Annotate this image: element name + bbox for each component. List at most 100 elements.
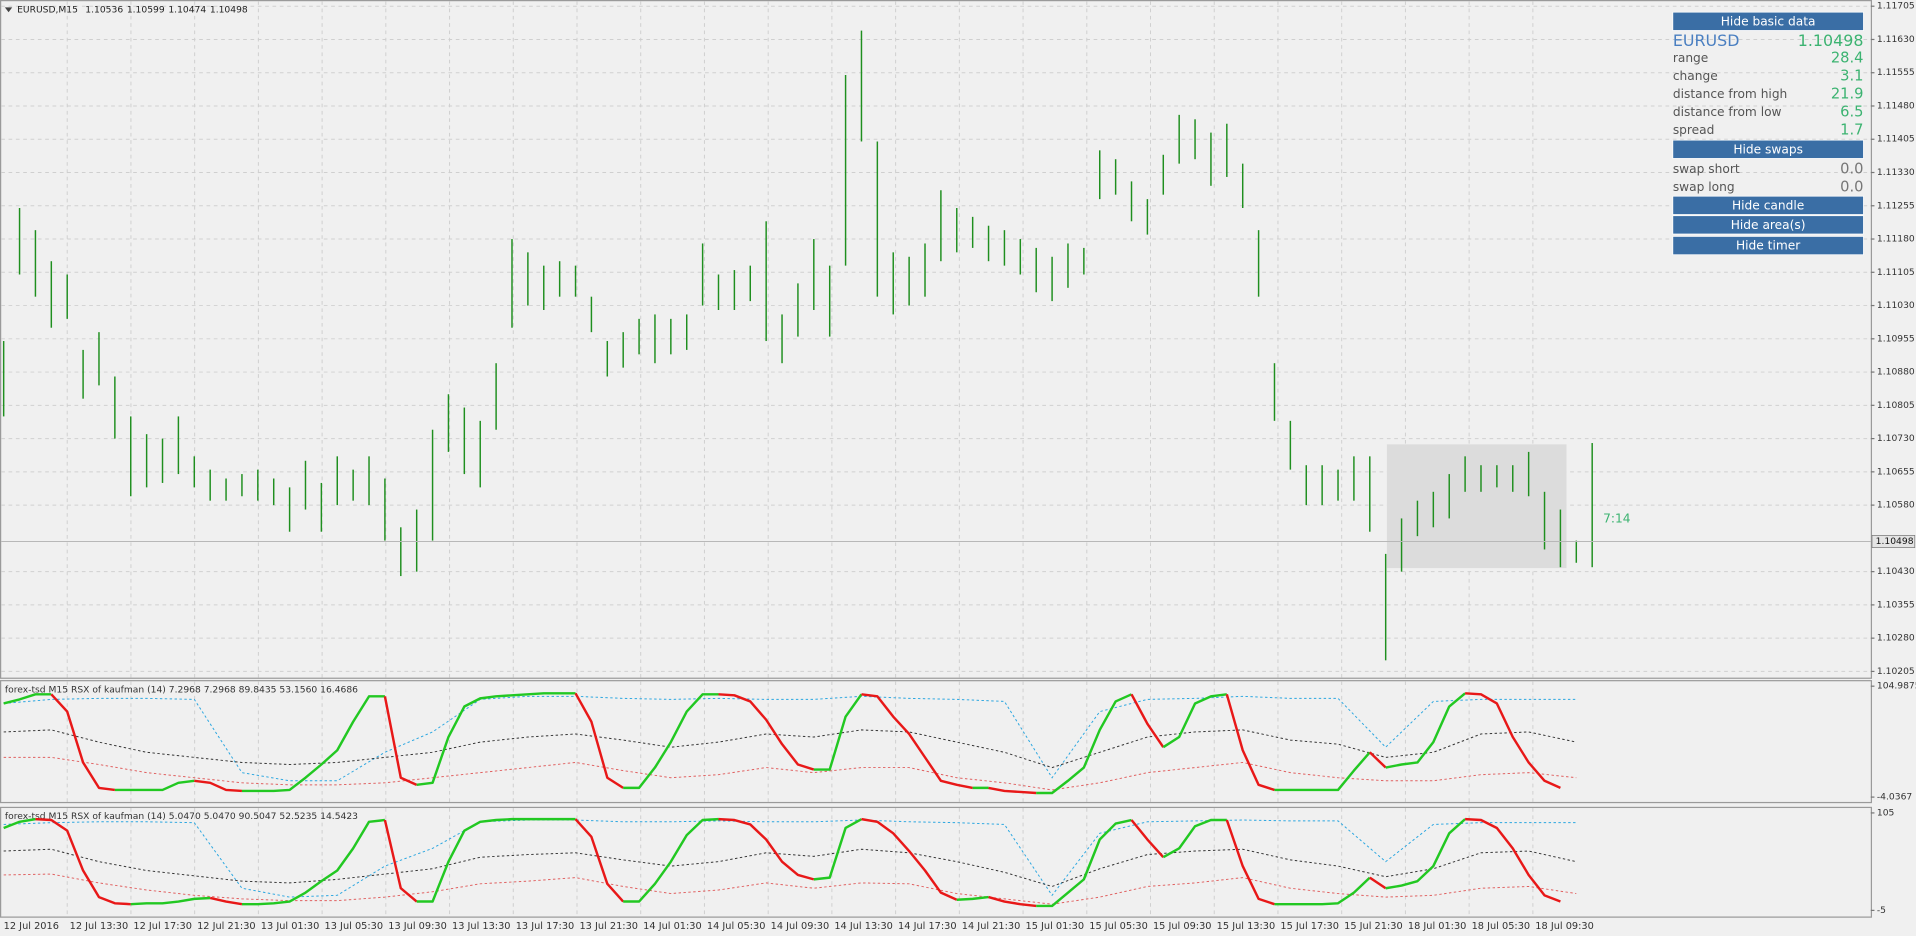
panel-button[interactable] [1672,215,1864,235]
info-value: 21.9 [1831,86,1864,103]
indicator-line [383,696,418,786]
info-label: distance from high [1673,87,1787,101]
header-value: 1.10536 [85,5,123,15]
time-label: 14 Jul 01:30 [643,921,702,932]
indicator-line [623,693,719,790]
time-label: 14 Jul 05:30 [707,921,766,932]
price-tick-label: 1.10580 [1877,501,1915,511]
indicator-line [241,695,385,793]
indicator-line [194,779,243,793]
indicator-level [3,819,1577,898]
symbol-price: 1.10498 [1798,31,1864,50]
indicator-line [813,818,863,881]
indicator-line [50,693,116,792]
indicator-line [1130,693,1165,748]
time-label: 13 Jul 09:30 [388,921,447,932]
indicator-line [130,896,211,906]
indicator-line [3,817,36,830]
indicator-tick-label: -5 [1877,906,1886,916]
indicator-line [861,693,973,790]
chart-header: EURUSD,M15 1.10536 1.10599 1.10474 1.10498 [17,5,248,15]
info-value: 3.1 [1840,68,1863,85]
indicator-level [3,729,1577,769]
indicator-level [3,873,1577,905]
panel-button[interactable] [1672,195,1864,215]
panel-button-label[interactable]: Hide swaps [1733,142,1803,156]
time-label: 13 Jul 13:30 [452,921,511,932]
panel-button[interactable] [1672,236,1864,256]
indicator-level [3,756,1577,791]
price-tick-label: 1.11255 [1877,201,1915,211]
time-label: 13 Jul 21:30 [579,921,638,932]
info-label: range [1673,51,1708,65]
time-label: 13 Jul 01:30 [261,921,320,932]
info-value: 6.5 [1840,104,1863,121]
indicator-line [1385,818,1466,890]
price-tick-label: 1.10955 [1877,334,1915,344]
indicator-line [1225,819,1275,906]
time-label: 18 Jul 09:30 [1535,921,1594,932]
indicator-line [988,895,1037,908]
panel-button-label[interactable]: Hide basic data [1721,14,1816,28]
menu-arrow[interactable] [4,7,13,13]
indicator-line [3,693,52,705]
indicator-line [956,895,989,901]
price-tick-label: 1.11105 [1877,268,1915,278]
price-tick-label: 1.11555 [1877,68,1915,78]
indicator-line [383,819,418,903]
time-label: 12 Jul 21:30 [197,921,256,932]
current-price-label: 1.10498 [1876,537,1914,547]
candle-timer: 7:14 [1603,512,1631,526]
indicator-line [1274,751,1371,792]
indicator-line [1036,818,1132,908]
price-tick-label: 1.10430 [1877,567,1915,577]
swap-label: swap short [1673,162,1740,176]
price-tick-label: 1.11480 [1877,101,1915,111]
time-label: 14 Jul 13:30 [834,921,893,932]
swap-value: 0.0 [1840,179,1863,196]
price-tick-label: 1.11405 [1877,135,1915,145]
time-label: 12 Jul 2016 [4,921,59,932]
swap-value: 0.0 [1840,160,1863,177]
price-tick-label: 1.10655 [1877,467,1915,477]
price-tick-label: 1.11180 [1877,235,1915,245]
panel-button[interactable] [1672,139,1864,159]
info-label: distance from low [1673,105,1782,119]
indicator-line [1162,693,1227,749]
time-label: 15 Jul 09:30 [1153,921,1212,932]
indicator-line [988,786,1037,795]
time-label: 14 Jul 21:30 [962,921,1021,932]
indicator-line [1368,751,1387,769]
panel-button-label[interactable]: Hide area(s) [1731,218,1806,232]
price-tick-label: 1.10805 [1877,401,1915,411]
time-label: 18 Jul 05:30 [1472,921,1531,932]
header-value: 1.10599 [127,5,165,15]
indicator-line [1369,876,1387,890]
indicator-line [574,692,624,789]
indicator-tick-label: 105 [1877,808,1895,818]
price-tick-label: 1.10880 [1877,368,1915,378]
info-value: 28.4 [1831,50,1864,67]
indicator-line [1162,818,1227,859]
indicator-tick-label: 104.9875 [1877,682,1916,692]
indicator-line [861,817,958,901]
panel-button[interactable] [1672,11,1864,31]
indicator-line [718,817,815,881]
header-value: EURUSD,M15 [17,5,78,15]
panel-button-label[interactable]: Hide timer [1736,239,1801,253]
area-box [1386,444,1567,569]
time-label: 15 Jul 13:30 [1217,921,1276,932]
panel-button-label[interactable]: Hide candle [1732,198,1804,212]
indicator-level [3,695,1577,782]
indicator-title: forex-tsd M15 RSX of kaufman (14) 7.2968… [5,685,358,695]
info-label: change [1673,69,1718,83]
current-price-box [1871,535,1916,548]
header-value: 1.10498 [210,5,248,15]
indicator-line [416,692,576,787]
price-tick-label: 1.11030 [1877,301,1915,311]
indicator-line [241,818,386,906]
indicator-line [718,693,815,771]
indicator-line [1465,817,1561,903]
